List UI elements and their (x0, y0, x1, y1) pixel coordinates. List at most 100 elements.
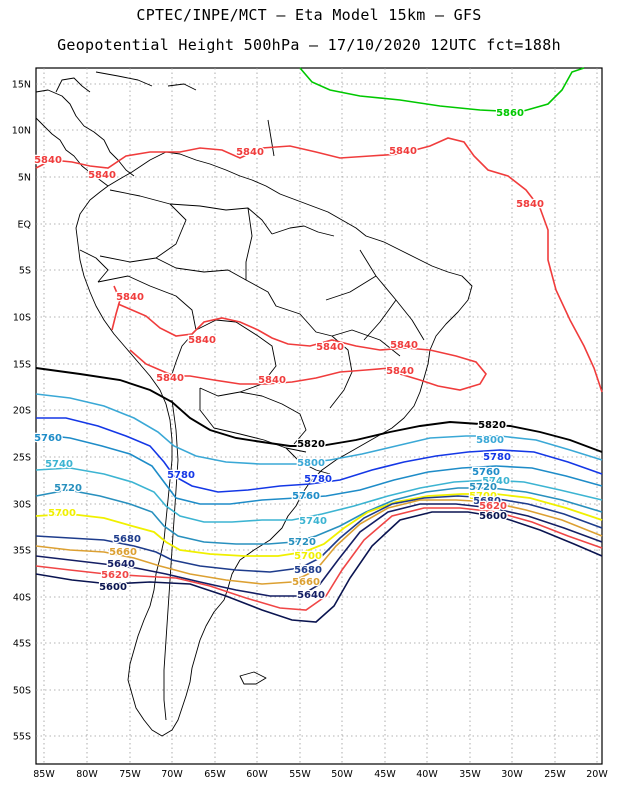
venezuela-border (169, 203, 273, 235)
longitude-tick-label: 50W (331, 769, 353, 780)
contour-label-5700: 5700 (469, 491, 497, 502)
longitude-tick-labels: 85W 80W 75W 70W 65W 60W 55W 50W 45W 40W 35W 30W 25W 2… (33, 769, 608, 780)
contour-label-5820: 5820 (297, 439, 325, 450)
latitude-tick-label: 30S (13, 500, 31, 511)
latitude-tick-label: 40S (13, 593, 31, 604)
latitude-tick-label: 20S (13, 406, 31, 417)
contour-label-5780: 5780 (304, 474, 332, 485)
contour-label-5820: 5820 (478, 420, 506, 431)
contour-5840-loop (129, 349, 391, 385)
contour-label-5760: 5760 (472, 467, 500, 478)
argentina-chile-border (163, 399, 179, 721)
latitude-tick-label: 15S (13, 360, 31, 371)
contour-label-5640: 5640 (107, 559, 135, 570)
contour-label-5720: 5720 (54, 483, 82, 494)
contour-label-5800: 5800 (297, 458, 325, 469)
contour-5760 (35, 433, 603, 505)
contour-label-5680: 5680 (294, 565, 322, 576)
latitude-tick-label: 50S (13, 686, 31, 697)
lesser-antilles (267, 119, 275, 157)
contour-label-5740: 5740 (482, 476, 510, 487)
contour-label-5700: 5700 (48, 508, 76, 519)
contour-label-5780: 5780 (167, 470, 195, 481)
contour-5840-north (35, 137, 603, 393)
contour-5860 (299, 67, 585, 113)
contour-label-5840: 5840 (236, 147, 264, 158)
latitude-tick-label: 55S (13, 732, 31, 743)
map-frame (35, 67, 603, 765)
yucatan (55, 77, 91, 93)
contour-label-5840: 5840 (258, 375, 286, 386)
contour-5600 (35, 511, 603, 623)
contour-label-5800: 5800 (476, 435, 504, 446)
contour-label-5640: 5640 (297, 590, 325, 601)
bolivia-border (195, 319, 277, 397)
longitude-tick-label: 35W (459, 769, 481, 780)
contour-5700 (35, 493, 603, 557)
paraguay-border (239, 391, 307, 445)
latitude-tick-labels: 15N 10N 5N EQ 5S 10S 15S 20S 25S 30S 35S 40S 45S 50S 5… (12, 80, 31, 743)
contour-label-5680: 5680 (113, 534, 141, 545)
contour-label-5740: 5740 (45, 459, 73, 470)
latitude-tick-label: 10N (12, 126, 31, 137)
brazil-west-border (155, 257, 353, 409)
contour-label-5840: 5840 (516, 199, 544, 210)
brazil-north-border (245, 207, 253, 280)
longitude-tick-label: 85W (33, 769, 55, 780)
longitude-tick-label: 20W (586, 769, 608, 780)
contour-5720 (35, 487, 603, 545)
contour-label-5840: 5840 (389, 146, 417, 157)
contour-label-5660: 5660 (109, 547, 137, 558)
contour-label-5620: 5620 (479, 501, 507, 512)
contour-label-5600: 5600 (99, 582, 127, 593)
map-title-line-2: Geopotential Height 500hPa – 17/10/2020 … (57, 36, 561, 54)
contour-label-5780: 5780 (483, 452, 511, 463)
contour-5780 (36, 417, 603, 493)
contour-label-5840: 5840 (390, 340, 418, 351)
uruguay-border (285, 447, 331, 475)
contour-5800 (35, 393, 603, 465)
guyanas-border (271, 225, 335, 237)
hispaniola (167, 83, 197, 91)
central-america-coast (35, 89, 135, 177)
latitude-tick-label: 10S (13, 313, 31, 324)
map-title-line-1: CPTEC/INPE/MCT – Eta Model 15km – GFS (136, 6, 482, 24)
cuba (95, 71, 153, 87)
longitude-tick-label: 60W (246, 769, 268, 780)
contour-label-5700: 5700 (294, 551, 322, 562)
contour-label-5660: 5660 (292, 577, 320, 588)
falkland-islands (239, 671, 267, 685)
peru-border (97, 275, 197, 381)
longitude-tick-label: 45W (374, 769, 396, 780)
contour-label-5720: 5720 (469, 482, 497, 493)
latitude-tick-label: 15N (12, 80, 31, 91)
contour-label-5840: 5840 (156, 373, 184, 384)
contour-label-5760: 5760 (292, 491, 320, 502)
longitude-tick-label: 25W (544, 769, 566, 780)
longitude-tick-label: 40W (416, 769, 438, 780)
contour-5640 (35, 503, 603, 597)
contour-label-5720: 5720 (288, 537, 316, 548)
contour-label-5840: 5840 (386, 366, 414, 377)
ecuador-border (79, 249, 109, 283)
contour-5820 (35, 367, 603, 453)
contour-label-5840: 5840 (116, 292, 144, 303)
contour-5840-west (117, 303, 487, 391)
brazil-east-states (325, 249, 425, 357)
coastlines-and-borders (35, 71, 473, 737)
contour-5840-andes (111, 285, 121, 331)
contour-label-5680: 5680 (473, 496, 501, 507)
colombia-border (99, 189, 187, 263)
contour-5740 (35, 467, 603, 523)
longitude-tick-label: 55W (289, 769, 311, 780)
south-america-coast (75, 151, 473, 737)
longitude-tick-label: 75W (119, 769, 141, 780)
contour-5620 (35, 507, 603, 611)
contour-label-5840: 5840 (88, 170, 116, 181)
contour-5680 (35, 495, 603, 573)
latitude-tick-label: EQ (18, 220, 31, 231)
contour-5660 (35, 499, 603, 585)
contour-label-5760: 5760 (34, 433, 62, 444)
contour-label-5620: 5620 (101, 570, 129, 581)
